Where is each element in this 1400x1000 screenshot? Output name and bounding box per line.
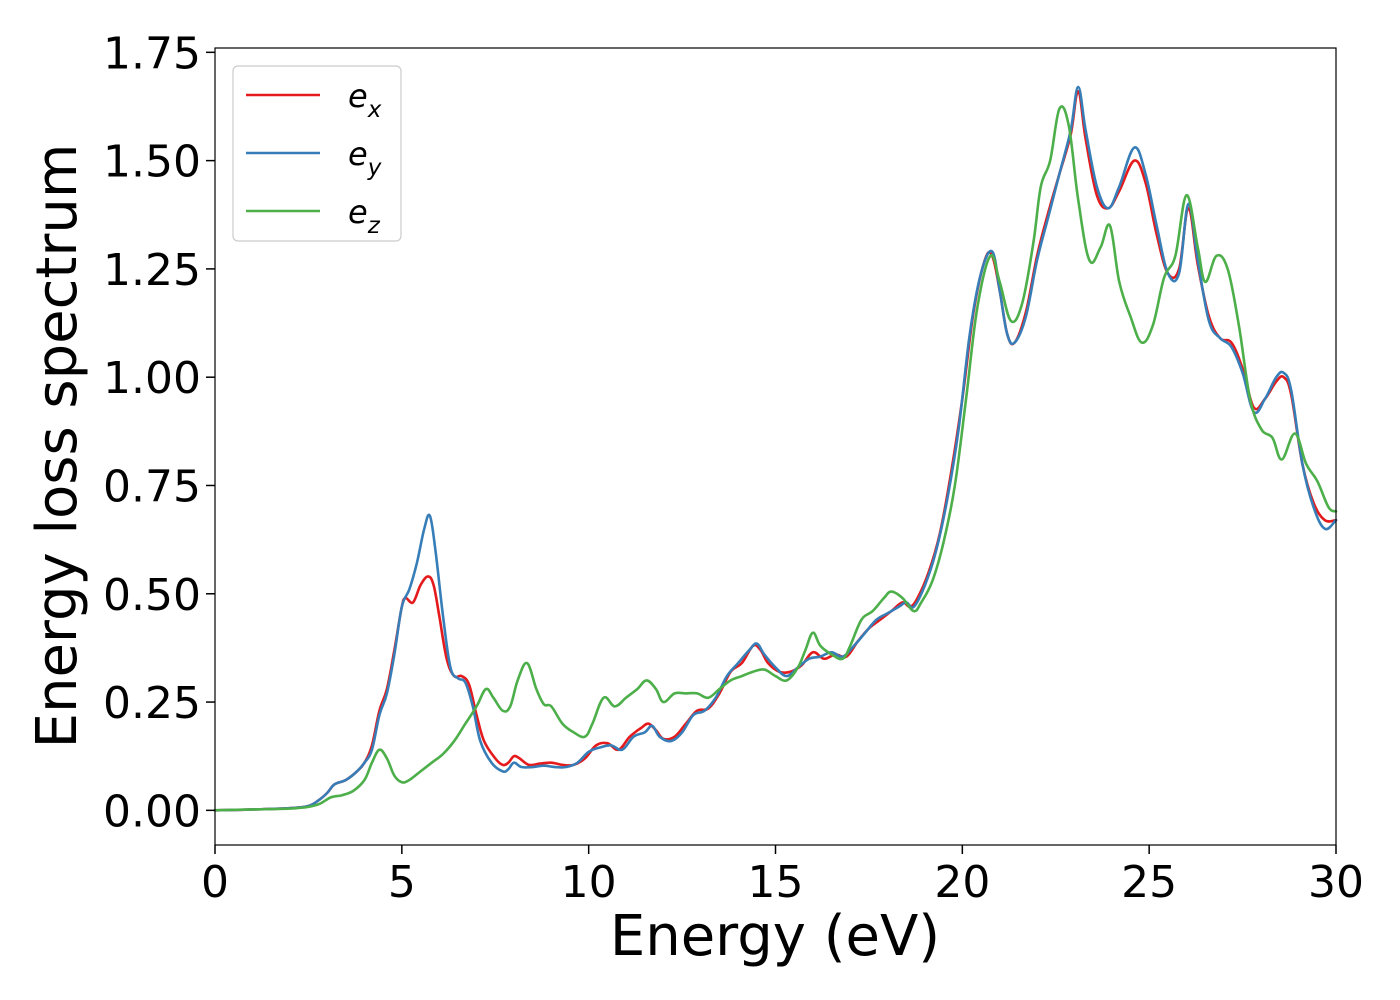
y-tick-label: 1.50	[103, 137, 201, 188]
series-line-ez	[213, 105, 1338, 812]
y-axis-label: Energy loss spectrum	[25, 144, 90, 749]
legend-label-ez: ez	[348, 193, 381, 239]
y-tick-label: 0.00	[103, 786, 201, 837]
legend-label-ey: ey	[348, 135, 382, 181]
x-tick-label: 0	[201, 857, 229, 908]
y-tick-label: 1.00	[103, 353, 201, 404]
x-tick-label: 15	[748, 857, 804, 908]
y-tick-label: 0.50	[103, 570, 201, 621]
legend-items: ex ey ez	[246, 77, 382, 239]
x-tick-label: 30	[1308, 857, 1364, 908]
x-tick-label: 20	[934, 857, 990, 908]
plot-area	[215, 48, 1336, 845]
y-tick-label: 1.75	[103, 28, 201, 79]
x-tick-label: 5	[388, 857, 416, 908]
legend-label-ex: ex	[348, 77, 382, 123]
y-tick-label: 0.25	[103, 678, 201, 729]
y-tick-label: 1.25	[103, 245, 201, 296]
series-layer	[213, 85, 1338, 812]
y-tick-label: 0.75	[103, 461, 201, 512]
series-line-ey	[213, 85, 1338, 812]
x-tick-label: 25	[1121, 857, 1177, 908]
legend: ex ey ez	[232, 65, 402, 242]
y-axis: 0.00 0.25 0.50 0.75 1.00 1.25 1.50 1.75	[103, 28, 215, 837]
x-axis-label: Energy (eV)	[610, 904, 940, 969]
x-axis: 0 5 10 15 20 25 30	[201, 845, 1364, 908]
series-line-ex	[213, 90, 1338, 812]
x-tick-label: 10	[561, 857, 617, 908]
